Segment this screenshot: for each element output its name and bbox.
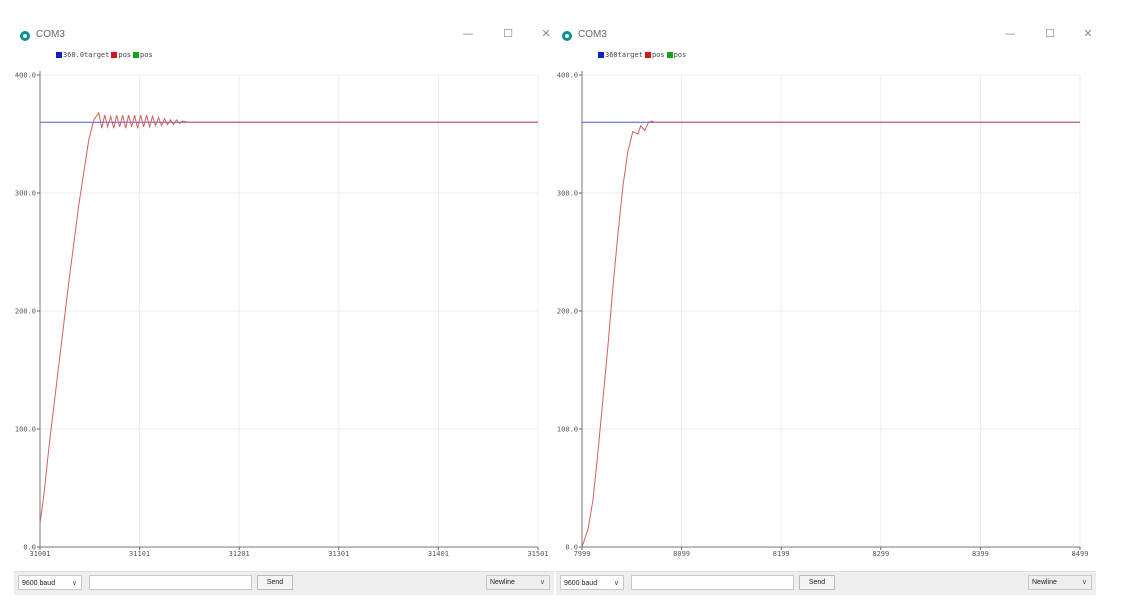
line-ending-label: Newline bbox=[490, 579, 515, 586]
send-button[interactable]: Send bbox=[257, 575, 293, 590]
y-tick-label: 200.0 bbox=[15, 308, 36, 316]
maximize-icon[interactable]: ☐ bbox=[503, 27, 513, 40]
y-tick-label: 100.0 bbox=[15, 426, 36, 434]
baud-rate-select[interactable]: 9600 baud ∨ bbox=[560, 575, 624, 590]
y-tick-label: 0.0 bbox=[23, 544, 36, 552]
line-ending-label: Newline bbox=[1032, 579, 1057, 586]
legend-item: pos bbox=[111, 51, 131, 59]
chevron-down-icon: ∨ bbox=[539, 579, 545, 586]
legend-swatch bbox=[644, 51, 651, 58]
bottom-toolbar: 9600 baud ∨ Send Newline ∨ bbox=[14, 571, 554, 595]
chevron-down-icon: ∨ bbox=[613, 580, 619, 587]
legend-label: pos bbox=[673, 50, 687, 59]
x-tick-label: 31301 bbox=[328, 550, 349, 558]
x-tick-label: 31501 bbox=[527, 550, 548, 558]
legend-item: 360target bbox=[598, 51, 643, 59]
line-ending-select[interactable]: Newline ∨ bbox=[1028, 575, 1092, 590]
serial-input[interactable] bbox=[631, 575, 794, 590]
series-line-pos bbox=[581, 120, 1080, 548]
legend-swatch bbox=[598, 51, 604, 58]
plot-legend: 360target pos pos bbox=[598, 49, 688, 60]
serial-plotter-window-left: COM3 — ☐ ✕ 360.0target pos pos 31001 3110… bbox=[14, 20, 554, 595]
y-tick-label: 400.0 bbox=[15, 72, 36, 80]
x-tick-label: 31001 bbox=[29, 550, 50, 558]
series-line-pos bbox=[39, 111, 538, 524]
legend-label: 360target bbox=[605, 50, 643, 59]
baud-rate-select[interactable]: 9600 baud ∨ bbox=[18, 575, 82, 590]
close-icon[interactable]: ✕ bbox=[1083, 27, 1093, 40]
bottom-toolbar: 9600 baud ∨ Send Newline ∨ bbox=[556, 571, 1096, 595]
plot-area: 31001 31101 31201 31301 31401 31501 0.0 100.0 20… bbox=[15, 71, 549, 558]
x-tick-label: 7999 bbox=[574, 550, 591, 558]
title-bar: COM3 — ☐ ✕ bbox=[14, 20, 554, 50]
x-tick-label: 31401 bbox=[428, 550, 449, 558]
legend-item: 360.0target bbox=[56, 51, 109, 59]
y-tick-label: 200.0 bbox=[557, 308, 578, 316]
maximize-icon[interactable]: ☐ bbox=[1045, 27, 1055, 40]
plot-legend: 360.0target pos pos bbox=[56, 49, 155, 60]
send-button[interactable]: Send bbox=[799, 575, 835, 590]
legend-swatch bbox=[111, 51, 118, 58]
minimize-icon[interactable]: — bbox=[462, 27, 474, 40]
y-tick-label: 300.0 bbox=[557, 190, 578, 198]
x-tick-label: 31101 bbox=[129, 550, 150, 558]
chevron-down-icon: ∨ bbox=[71, 580, 77, 587]
y-tick-label: 100.0 bbox=[557, 426, 578, 434]
legend-item: pos bbox=[133, 51, 153, 59]
close-icon[interactable]: ✕ bbox=[541, 27, 551, 40]
legend-item: pos bbox=[666, 50, 687, 59]
window-title: COM3 bbox=[578, 29, 607, 40]
y-tick-label: 300.0 bbox=[15, 190, 36, 198]
legend-swatch bbox=[133, 51, 140, 58]
legend-swatch bbox=[56, 51, 62, 58]
y-tick-label: 0.0 bbox=[565, 544, 578, 552]
x-tick-label: 8299 bbox=[872, 550, 889, 558]
line-ending-select[interactable]: Newline ∨ bbox=[486, 575, 550, 590]
legend-label: 360.0target bbox=[63, 50, 110, 59]
x-tick-label: 8199 bbox=[773, 550, 790, 558]
baud-rate-label: 9600 baud bbox=[564, 580, 598, 587]
legend-label: pos bbox=[140, 50, 153, 59]
arduino-icon bbox=[562, 31, 572, 41]
plot-area: 7999 8099 8199 8299 8399 8499 0.0 100.0 200.0 300… bbox=[557, 71, 1089, 558]
legend-label: pos bbox=[118, 50, 132, 59]
x-tick-label: 8099 bbox=[673, 550, 690, 558]
serial-plotter-window-right: COM3 — ☐ ✕ 360target pos pos 7999 8099 819… bbox=[556, 20, 1096, 595]
legend-item: pos bbox=[644, 50, 665, 59]
arduino-icon bbox=[20, 31, 30, 41]
x-tick-label: 8399 bbox=[972, 550, 989, 558]
x-tick-label: 8499 bbox=[1072, 550, 1089, 558]
chevron-down-icon: ∨ bbox=[1081, 579, 1087, 586]
legend-swatch bbox=[666, 51, 673, 58]
baud-rate-label: 9600 baud bbox=[22, 580, 56, 587]
title-bar: COM3 — ☐ ✕ bbox=[556, 20, 1096, 50]
minimize-icon[interactable]: — bbox=[1004, 27, 1016, 40]
window-title: COM3 bbox=[36, 29, 65, 40]
serial-input[interactable] bbox=[89, 575, 252, 590]
legend-label: pos bbox=[651, 50, 665, 59]
y-tick-label: 400.0 bbox=[557, 72, 578, 80]
x-tick-label: 31201 bbox=[229, 550, 250, 558]
